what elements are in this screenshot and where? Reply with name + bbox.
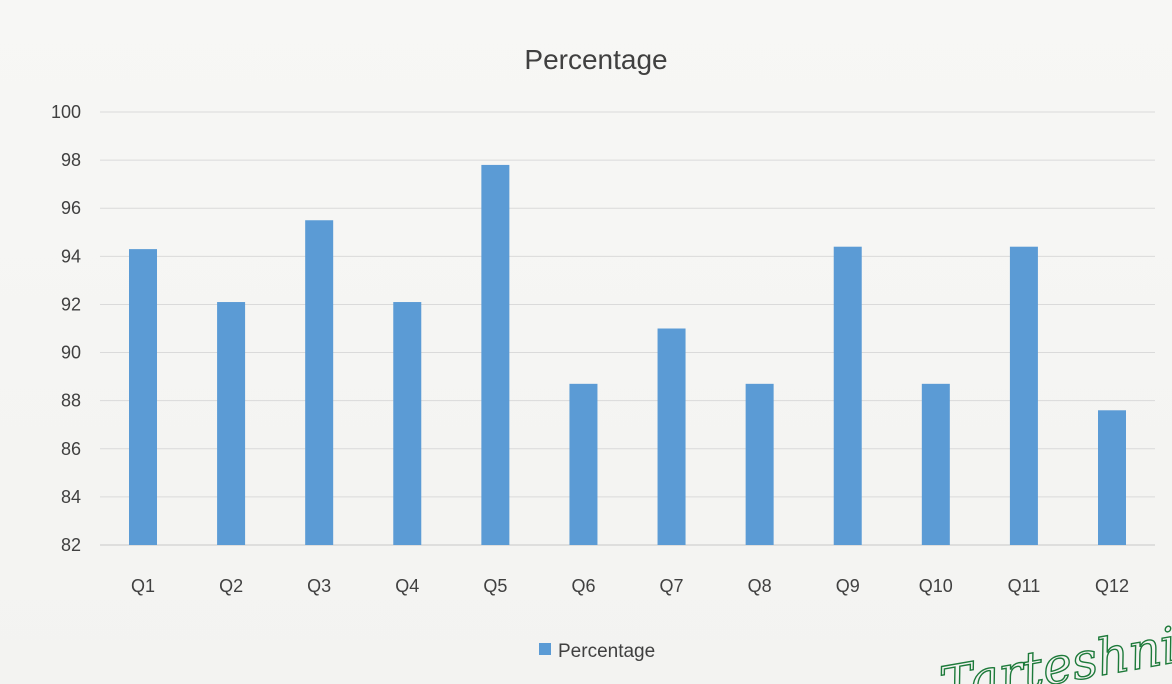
- bar-q8: [745, 383, 774, 545]
- y-axis-tick-labels: 82 84 86 88 90 92 94 96 98 100: [51, 102, 81, 555]
- x-tick-label: Q11: [1008, 576, 1041, 596]
- bar-q12: [1098, 410, 1126, 545]
- x-tick-label: Q6: [571, 576, 595, 596]
- y-tick-label: 98: [61, 150, 81, 170]
- x-tick-label: Q4: [395, 576, 419, 596]
- y-tick-label: 96: [61, 198, 81, 218]
- x-tick-label: Q8: [748, 576, 772, 596]
- y-tick-label: 86: [61, 439, 81, 459]
- x-tick-label: Q7: [660, 576, 684, 596]
- x-tick-label: Q3: [307, 576, 331, 596]
- bar-q1: [129, 249, 157, 545]
- bar-q5: [481, 164, 510, 545]
- y-tick-label: 90: [61, 343, 81, 363]
- y-tick-label: 82: [61, 535, 81, 555]
- bar-q3: [305, 220, 334, 545]
- x-tick-label: Q5: [483, 576, 507, 596]
- x-tick-label: Q1: [131, 576, 155, 596]
- y-tick-label: 84: [61, 487, 81, 507]
- y-tick-label: 88: [61, 391, 81, 411]
- chart-title: Percentage: [524, 44, 667, 75]
- bar-q7: [657, 328, 686, 545]
- bar-q4: [393, 302, 422, 545]
- bars: [129, 164, 1126, 545]
- legend-label: Percentage: [558, 641, 655, 662]
- handwritten-signature: Tarteshni: [936, 616, 1172, 684]
- gridlines: [100, 111, 1155, 546]
- bar-q6: [569, 383, 598, 545]
- y-tick-label: 94: [61, 246, 81, 266]
- x-tick-label: Q12: [1095, 576, 1129, 596]
- bar-q11: [1009, 246, 1038, 545]
- bar-q9: [833, 246, 862, 545]
- x-axis-tick-labels: Q1 Q2 Q3 Q4 Q5 Q6 Q7 Q8 Q9 Q10 Q11 Q12: [131, 576, 1129, 596]
- bar-q2: [217, 302, 246, 545]
- bar-q10: [921, 383, 950, 545]
- legend-swatch: [539, 643, 551, 655]
- x-tick-label: Q2: [219, 576, 243, 596]
- x-tick-label: Q10: [919, 576, 953, 596]
- legend: Percentage: [539, 641, 655, 662]
- x-tick-label: Q9: [836, 576, 860, 596]
- y-tick-label: 92: [61, 294, 81, 314]
- y-tick-label: 100: [51, 102, 81, 122]
